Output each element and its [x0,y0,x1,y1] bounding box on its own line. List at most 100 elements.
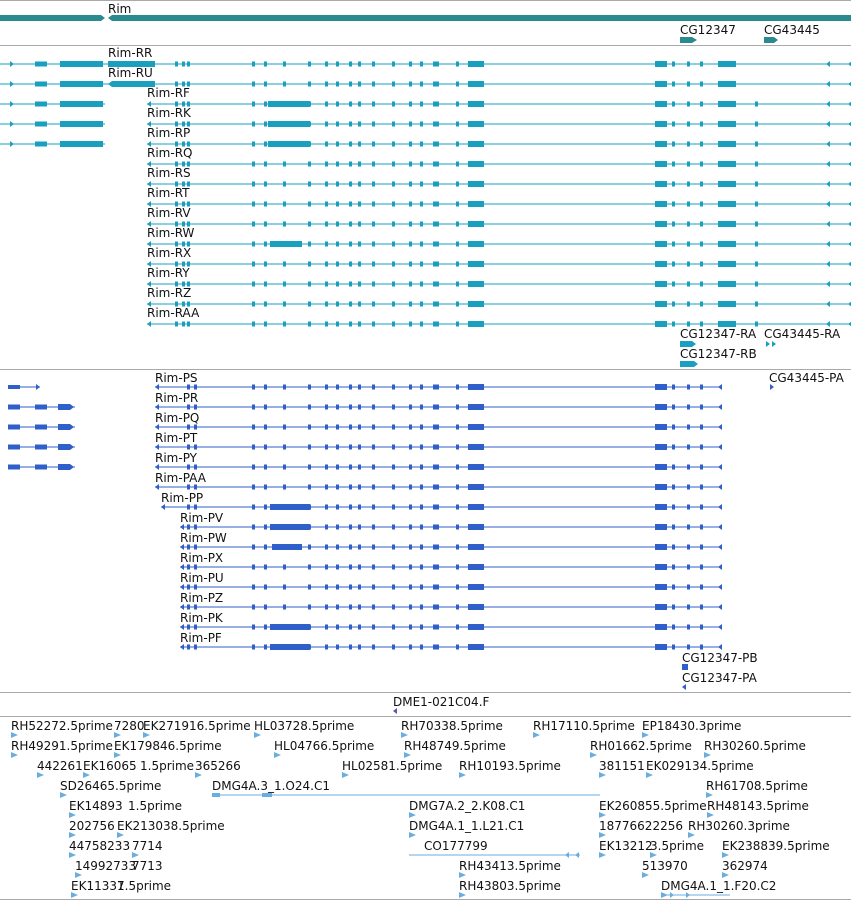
protein-label[interactable]: Rim-PW [180,531,227,545]
mrna-label[interactable]: Rim-RW [147,226,195,240]
protein-label[interactable]: CG43445-PA [769,371,844,385]
est-label[interactable]: EK029134.5prime [646,759,754,773]
mrna-label[interactable]: CG12347-RA [680,327,757,341]
protein-label[interactable]: Rim-PY [155,451,197,465]
est-label[interactable]: 7713 [132,859,163,873]
est-label[interactable]: 7280 [114,719,145,733]
est-label[interactable]: EK16065 [83,759,137,773]
mrna-label[interactable]: Rim-RR [108,46,153,60]
exon-tick [687,504,690,510]
exon-block [468,624,484,630]
exon-tick [700,241,703,247]
mrna-label[interactable]: CG12347-RB [680,347,757,361]
est-label[interactable]: HL03728.5prime [254,719,355,733]
est-label[interactable]: RH48143.5prime [707,799,809,813]
est-label[interactable]: EK213038.5prime [117,819,225,833]
est-label[interactable]: EK11331 [71,879,125,893]
est-label[interactable]: 362974 [722,859,768,873]
mrna-label[interactable]: Rim-RK [147,106,191,120]
mrna-label[interactable]: Rim-RT [147,186,190,200]
est-label[interactable]: RH30260.5prime [704,739,806,753]
est-label[interactable]: DMG4A.1_1.L21.C1 [409,819,525,833]
protein-label[interactable]: Rim-PX [180,551,224,565]
est-label[interactable]: EK13212 [599,839,653,853]
est-label[interactable]: 18776622256 [599,819,683,833]
mrna-label[interactable]: Rim-RZ [147,286,192,300]
est-label[interactable]: RH61708.5prime [706,779,808,793]
protein-label[interactable]: CG12347-PA [682,671,757,685]
est-label[interactable]: 1.5prime [140,759,195,773]
est-label[interactable]: EK14893 [69,799,123,813]
protein-label[interactable]: Rim-PQ [155,411,200,425]
protein-label[interactable]: Rim-PAA [155,471,206,485]
est-label[interactable]: CO177799 [424,839,488,853]
exon-tick [672,241,675,247]
track-separator-mrna [0,369,851,370]
protein-label[interactable]: Rim-PS [155,371,198,385]
protein-label[interactable]: Rim-PP [161,491,204,505]
est-label[interactable]: DMG4A.1_1.F20.C2 [661,879,777,893]
gene-label-cg43445[interactable]: CG43445 [764,23,820,37]
est-label[interactable]: 14992733 [75,859,137,873]
est-label[interactable]: HL04766.5prime [274,739,375,753]
protein-label[interactable]: Rim-PT [155,431,198,445]
gene-label-rim[interactable]: Rim [108,2,132,16]
est-label[interactable]: EK260855.5prime [599,799,707,813]
est-label[interactable]: RH43803.5prime [459,879,561,893]
exon-block [8,385,20,389]
exon-tick [372,201,375,207]
mrna-label[interactable]: Rim-RS [147,166,191,180]
est-label[interactable]: RH52272.5prime [11,719,113,733]
mrna-label[interactable]: Rim-RX [147,246,192,260]
protein-label[interactable]: Rim-PK [180,611,223,625]
est-label[interactable]: DMG4A.3_1.O24.C1 [212,779,330,793]
mrna-label[interactable]: Rim-RU [108,66,153,80]
exon-tick [358,404,361,410]
mrna-label[interactable]: Rim-RAA [147,306,200,320]
protein-label[interactable]: Rim-PV [180,511,224,525]
mrna-label[interactable]: Rim-RP [147,126,191,140]
protein-label[interactable]: Rim-PF [180,631,222,645]
mrna-label[interactable]: Rim-RF [147,86,190,100]
est-label[interactable]: 1.5prime [128,799,183,813]
est-label[interactable]: 44758233 [69,839,131,853]
exon-tick [409,544,412,550]
est-label[interactable]: 513970 [642,859,688,873]
est-label[interactable]: RH10193.5prime [459,759,561,773]
mrna-label[interactable]: CG43445-RA [764,327,841,341]
est-label[interactable]: 365266 [195,759,241,773]
est-label[interactable]: 202756 [69,819,115,833]
est-label[interactable]: DMG7A.2_2.K08.C1 [409,799,526,813]
exon-block [35,444,47,450]
exon-tick [187,444,190,450]
mrna-label[interactable]: Rim-RY [147,266,190,280]
exon-tick [187,141,190,147]
est-label[interactable]: EK271916.5prime [143,719,251,733]
est-label[interactable]: RH49291.5prime [11,739,113,753]
gene-label-cg12347[interactable]: CG12347 [680,23,736,37]
est-label[interactable]: RH43413.5prime [459,859,561,873]
est-label[interactable]: EP18430.3prime [642,719,742,733]
est-label[interactable]: RH01662.5prime [590,739,692,753]
est-label[interactable]: RH30260.3prime [688,819,790,833]
protein-label[interactable]: Rim-PR [155,391,199,405]
protein-label[interactable]: Rim-PZ [180,591,224,605]
exon-tick [349,301,352,307]
protein-label[interactable]: CG12347-PB [682,651,758,665]
est-label[interactable]: RH48749.5prime [404,739,506,753]
est-label[interactable]: 7714 [132,839,163,853]
est-label[interactable]: 3.5prime [650,839,705,853]
mrna-label[interactable]: Rim-RQ [147,146,193,160]
est-label[interactable]: EK179846.5prime [114,739,222,753]
est-label[interactable]: SD26465.5prime [60,779,162,793]
est-label[interactable]: EK238839.5prime [722,839,830,853]
protein-label[interactable]: Rim-PU [180,571,224,585]
est-label[interactable]: HL02581.5prime [342,759,443,773]
mrna-label[interactable]: Rim-RV [147,206,191,220]
est-label[interactable]: 381151 [599,759,645,773]
est-label[interactable]: RH17110.5prime [533,719,635,733]
clone-label[interactable]: DME1-021C04.F [393,695,490,709]
est-label[interactable]: 442261 [37,759,83,773]
est-label[interactable]: RH70338.5prime [401,719,503,733]
est-label[interactable]: 7.5prime [117,879,172,893]
